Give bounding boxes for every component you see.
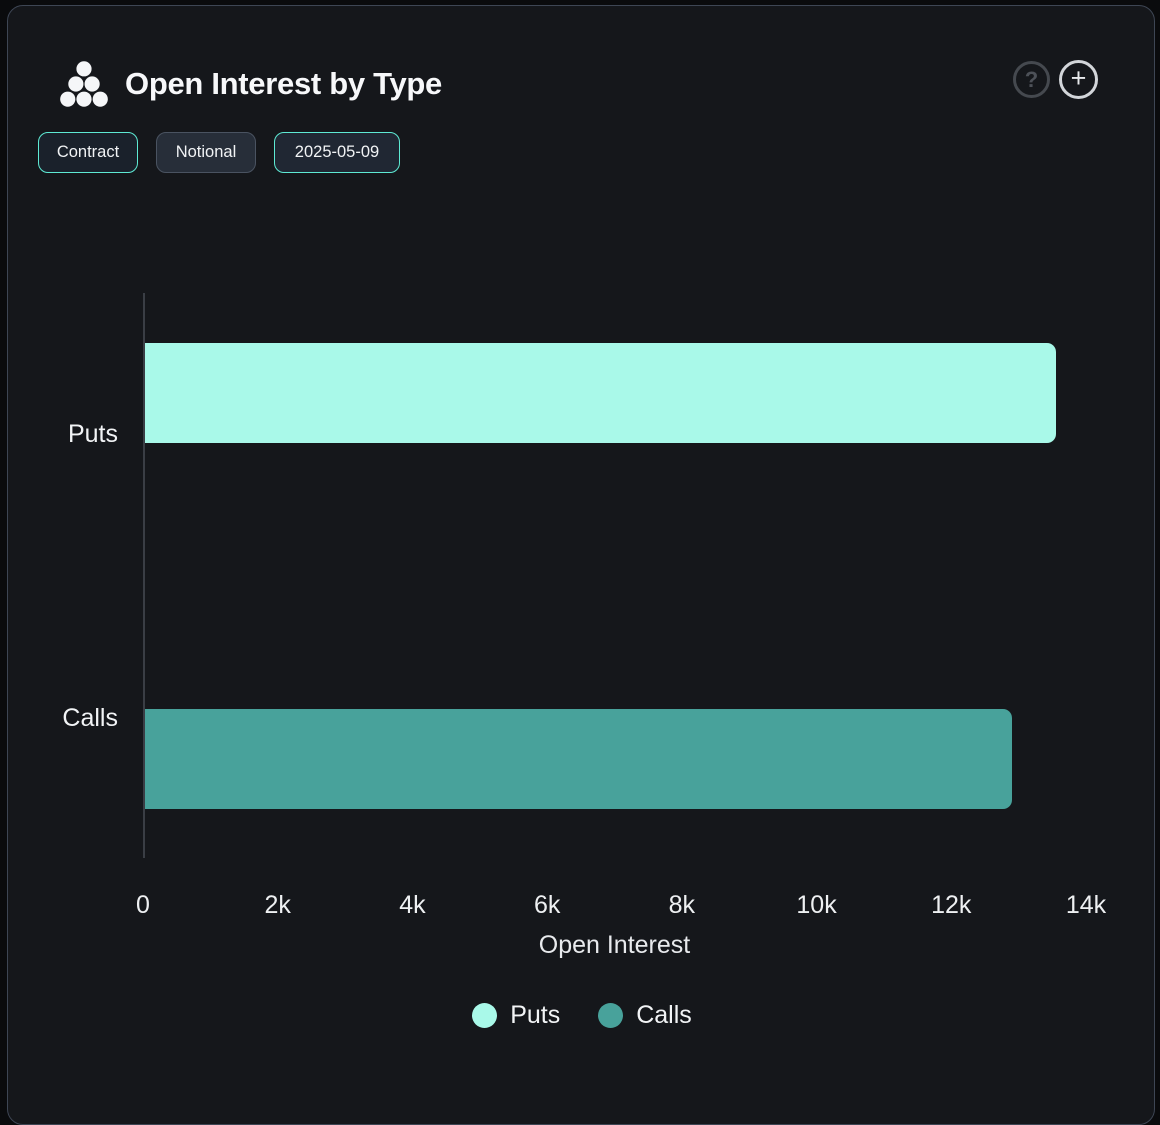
calls-bar[interactable] (145, 709, 1013, 809)
legend-item[interactable]: Calls (598, 1000, 692, 1030)
x-tick: 12k (931, 891, 972, 919)
legend-dot (472, 1002, 498, 1028)
add-button[interactable]: + (1059, 60, 1098, 99)
x-tick: 4k (399, 891, 426, 919)
puts-bar[interactable] (145, 343, 1056, 443)
chip-date-selector[interactable]: 2025-05-09 (274, 132, 400, 173)
x-axis-ticks: 0 2k 4k 6k 8k 10k 12k 14k (136, 891, 1106, 919)
chart-legend: Puts Calls (8, 1000, 1154, 1030)
page-title: Open Interest by Type (125, 66, 442, 101)
legend-item[interactable]: Puts (472, 1000, 560, 1030)
legend-label: Puts (510, 1001, 561, 1029)
x-tick: 2k (264, 891, 291, 919)
x-tick: 14k (1065, 891, 1107, 919)
help-button[interactable]: ? (1013, 61, 1050, 98)
x-tick: 6k (533, 891, 561, 919)
x-axis-title: Open Interest (538, 931, 691, 959)
x-tick: 0 (136, 891, 150, 919)
legend-dot (598, 1002, 624, 1028)
open-interest-card: Open Interest by Type ? + Contract Notio… (7, 5, 1155, 1125)
x-tick: 10k (796, 891, 837, 919)
y-axis-line (143, 293, 145, 858)
y-category-label-puts: Puts (67, 420, 118, 448)
x-tick: 8k (668, 891, 696, 919)
pyramid-dots-icon (58, 58, 110, 110)
chip-contract[interactable]: Contract (38, 132, 138, 173)
chip-notional[interactable]: Notional (156, 132, 256, 173)
question-mark-icon: ? (1024, 66, 1039, 92)
plus-icon: + (1070, 62, 1087, 93)
legend-label: Calls (636, 1001, 692, 1029)
y-category-label-calls: Calls (62, 704, 118, 732)
